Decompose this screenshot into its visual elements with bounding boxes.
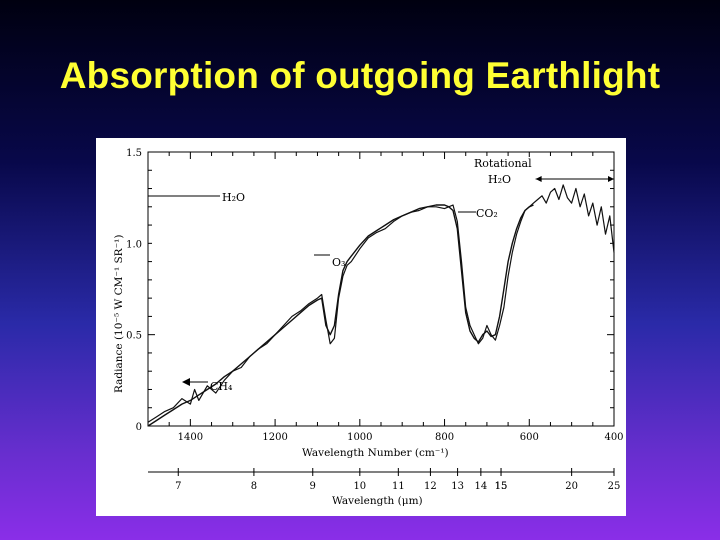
wavelength-tick-label: 13 (451, 481, 464, 492)
ch4-arrow-head (182, 378, 190, 386)
y-tick-label: 1.5 (126, 148, 142, 159)
spectrum-chart: 0 0.5 1.0 1.5 1400 1200 1000 800 600 400 H₂O O₃ CO… (113, 148, 624, 507)
wavelength-tick-label: 10 (353, 481, 366, 492)
x-tick-label: 1000 (347, 432, 372, 443)
spectrum-figure: 0 0.5 1.0 1.5 1400 1200 1000 800 600 400 H₂O O₃ CO… (96, 138, 626, 516)
h2o-band-label: H₂O (222, 191, 245, 204)
spectrum-line-2 (147, 204, 534, 427)
wavelength-axis-label: Wavelength (μm) (332, 495, 423, 507)
y-axis-label: Radiance (10⁻⁵ W CM⁻¹ SR⁻¹) (113, 235, 125, 393)
wavelength-tick-label: 14 (474, 481, 487, 492)
slide-title: Absorption of outgoing Earthlight (59, 55, 661, 96)
h2o-label-bg (220, 188, 254, 204)
x-tick-label: 600 (520, 432, 539, 443)
wavelength-tick-label: 15 (495, 481, 508, 492)
x-tick-label: 1400 (178, 432, 203, 443)
y-tick-label: 0 (136, 422, 142, 433)
wavelength-tick-label: 25 (608, 481, 621, 492)
wavelength-tick-label: 15 (495, 481, 508, 492)
wavelength-tick-label: 9 (310, 481, 316, 492)
wavelength-tick-label: 11 (392, 481, 405, 492)
x-tick-label: 1200 (262, 432, 287, 443)
y-tick-label: 0.5 (126, 331, 142, 342)
wavelength-tick-label: 20 (565, 481, 578, 492)
rotational-label-bg (474, 157, 534, 189)
wavelength-tick-label: 12 (424, 481, 437, 492)
wavelength-tick-label: 8 (251, 481, 257, 492)
x-tick-label: 400 (604, 432, 623, 443)
o3-label: O₃ (332, 256, 345, 269)
x-tick-label: 800 (435, 432, 454, 443)
rotational-label-line1: Rotational (474, 157, 532, 170)
co2-label: CO₂ (476, 207, 498, 220)
x-axis-label: Wavelength Number (cm⁻¹) (302, 447, 449, 459)
y-tick-label: 1.0 (126, 239, 142, 250)
rotational-label-line2: H₂O (488, 173, 511, 186)
wavelength-tick-label: 7 (175, 481, 181, 492)
ch4-label: CH₄ (210, 380, 233, 393)
rotational-arrow-right (608, 176, 614, 182)
rotational-arrow-left (535, 176, 542, 182)
